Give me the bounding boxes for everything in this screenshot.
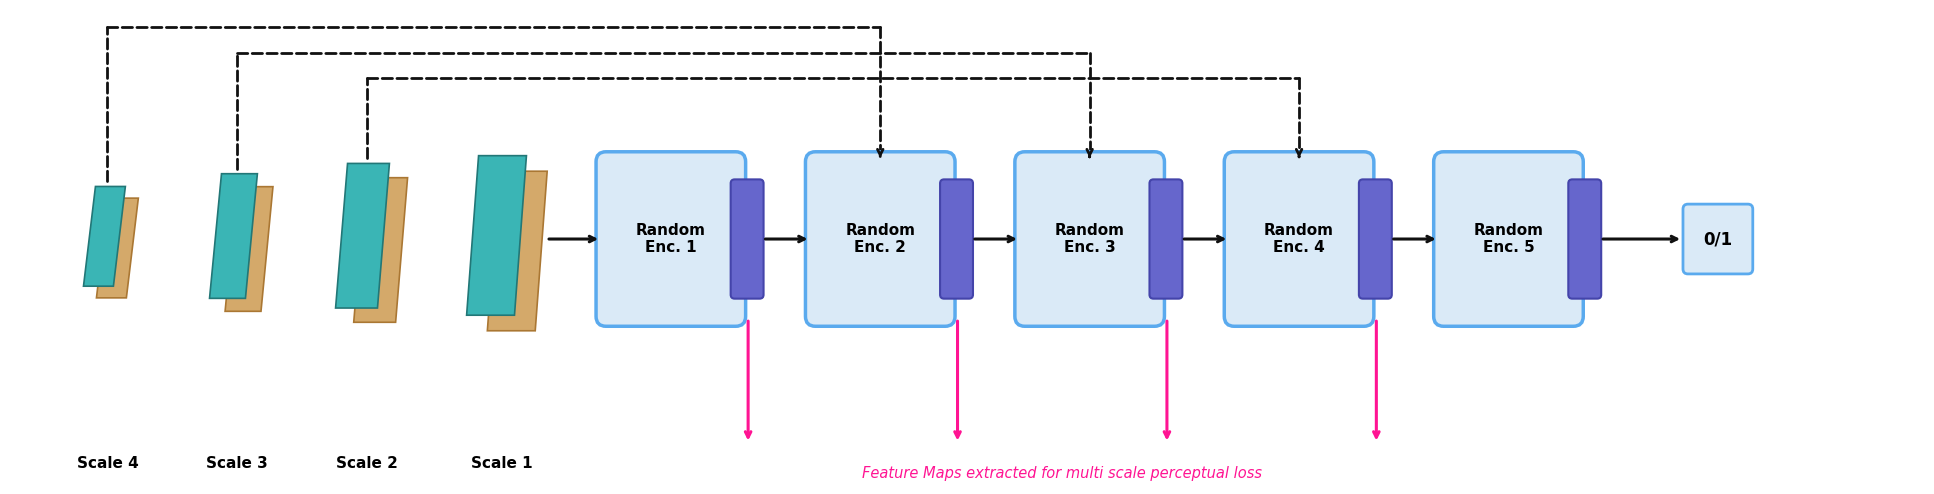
FancyBboxPatch shape	[731, 179, 764, 299]
Text: Scale 3: Scale 3	[207, 456, 269, 471]
Polygon shape	[224, 187, 273, 311]
Text: Scale 4: Scale 4	[77, 456, 139, 471]
FancyBboxPatch shape	[1015, 152, 1164, 326]
FancyBboxPatch shape	[1433, 152, 1584, 326]
Text: Random
Enc. 2: Random Enc. 2	[845, 223, 915, 255]
FancyBboxPatch shape	[1360, 179, 1392, 299]
Polygon shape	[466, 156, 526, 315]
FancyBboxPatch shape	[1149, 179, 1182, 299]
FancyBboxPatch shape	[1568, 179, 1601, 299]
Text: Random
Enc. 5: Random Enc. 5	[1474, 223, 1543, 255]
Text: Random
Enc. 4: Random Enc. 4	[1265, 223, 1334, 255]
Polygon shape	[209, 174, 257, 298]
FancyBboxPatch shape	[940, 179, 973, 299]
Text: Scale 1: Scale 1	[470, 456, 532, 471]
Text: Random
Enc. 1: Random Enc. 1	[636, 223, 706, 255]
Polygon shape	[337, 164, 389, 308]
Polygon shape	[487, 171, 547, 331]
Polygon shape	[97, 198, 139, 298]
Polygon shape	[83, 186, 126, 286]
Text: Random
Enc. 3: Random Enc. 3	[1054, 223, 1126, 255]
Text: 0/1: 0/1	[1704, 230, 1733, 248]
FancyBboxPatch shape	[805, 152, 955, 326]
Text: Feature Maps extracted for multi scale perceptual loss: Feature Maps extracted for multi scale p…	[863, 466, 1263, 481]
Polygon shape	[354, 178, 408, 322]
FancyBboxPatch shape	[596, 152, 747, 326]
FancyBboxPatch shape	[1683, 204, 1752, 274]
FancyBboxPatch shape	[1224, 152, 1373, 326]
Text: Scale 2: Scale 2	[337, 456, 398, 471]
